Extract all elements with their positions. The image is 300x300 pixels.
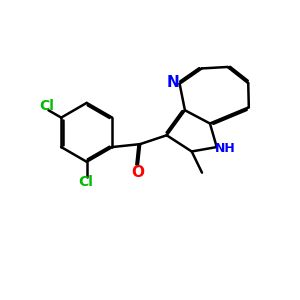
- Text: O: O: [131, 165, 144, 180]
- Text: Cl: Cl: [40, 99, 54, 113]
- Text: N: N: [167, 75, 179, 90]
- Text: NH: NH: [214, 142, 235, 155]
- Text: Cl: Cl: [78, 175, 93, 189]
